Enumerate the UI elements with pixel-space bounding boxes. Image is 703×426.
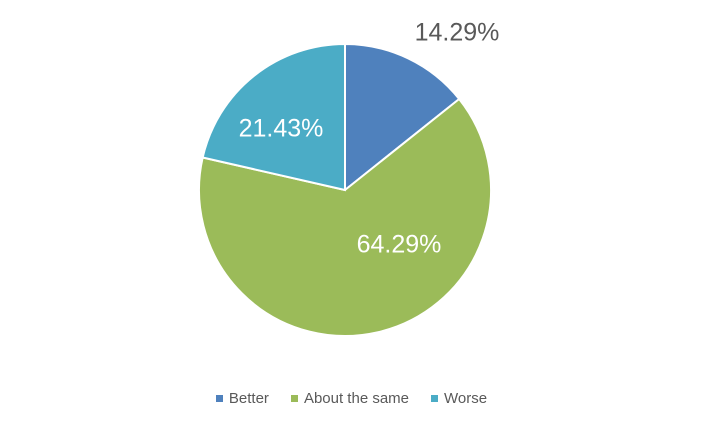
pie-slice-worse: [201, 42, 346, 192]
legend: Better About the same Worse: [0, 390, 703, 407]
pie-slice-about-the-same: [198, 97, 492, 337]
legend-item-worse: Worse: [431, 390, 487, 407]
legend-label: Worse: [444, 390, 488, 407]
legend-swatch: [290, 395, 298, 402]
legend-item-about-the-same: About the same: [290, 390, 410, 407]
legend-swatch: [431, 395, 439, 402]
legend-item-better: Better: [215, 390, 269, 407]
legend-label: About the same: [303, 390, 410, 407]
data-label-about-the-same: 64.29%: [357, 231, 442, 259]
legend-swatch: [215, 395, 223, 402]
legend-label: Better: [228, 390, 269, 407]
data-label-better: 14.29%: [415, 19, 500, 47]
data-label-worse: 21.43%: [239, 115, 324, 143]
pie-slice-better: [344, 42, 461, 193]
